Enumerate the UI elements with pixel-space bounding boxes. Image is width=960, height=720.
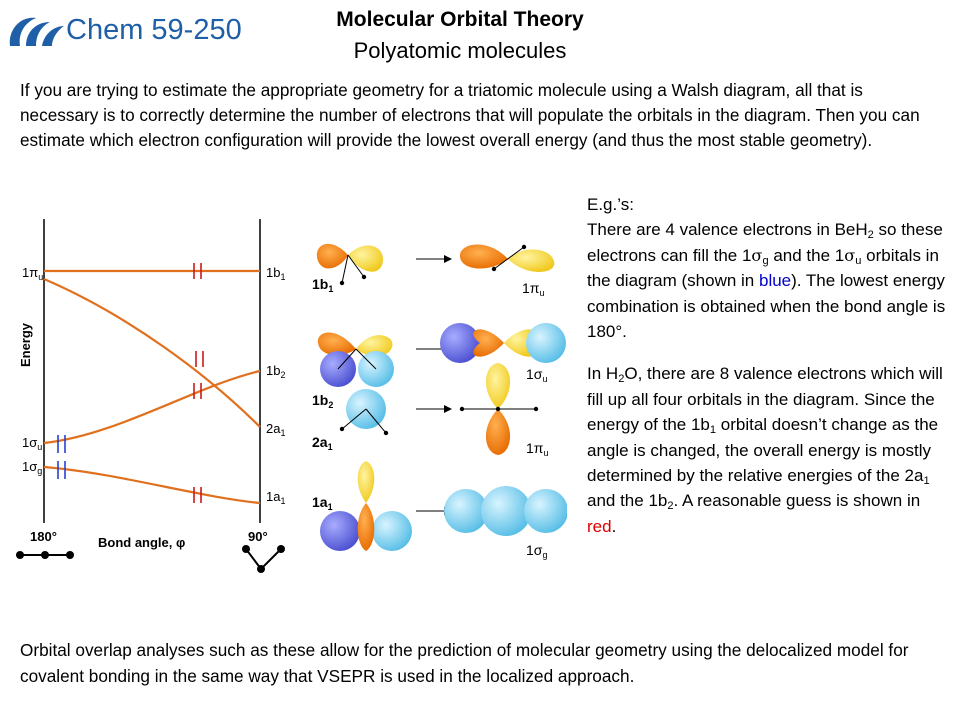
label-1b1-right: 1b1: [266, 265, 285, 282]
orbital-correlation-figure: 1b1 1πu 1σu 1b2 2a1 1πu: [312, 243, 567, 560]
orbital-curves: [43, 269, 261, 505]
label-1pi-u-left: 1πu: [22, 265, 43, 282]
curve-sigma-u-b2: [43, 369, 261, 445]
orbital-label-1a1: 1a1: [312, 494, 333, 512]
label-1b2-right: 1b2: [266, 363, 285, 380]
energy-axis-label: Energy: [18, 322, 33, 367]
orbital-label-1pi-u-mid: 1πu: [526, 440, 548, 458]
red-electron-marks: [193, 263, 204, 503]
orbital-row-1b1: 1b1 1πu: [312, 243, 555, 298]
curve-pi-u-a1: [43, 277, 261, 428]
blue-highlight: blue: [758, 271, 792, 291]
label-1a1-right: 1a1: [266, 489, 285, 506]
beh2-paragraph: There are 4 valence electrons in BeH2 so…: [587, 220, 946, 342]
page-title: Molecular Orbital Theory: [336, 8, 584, 31]
label-2a1-right: 2a1: [266, 421, 285, 438]
label-1sigma-u-left: 1σu: [22, 435, 42, 452]
orbital-label-1sigma-g: 1σg: [526, 542, 547, 560]
examples-text: E.g.’s: There are 4 valence electrons in…: [587, 192, 952, 539]
orbital-row-1a1: 1a1 1σg: [312, 461, 567, 560]
red-highlight: red: [587, 516, 612, 536]
orbital-row-2a1: 1b2 2a1 1πu: [312, 363, 548, 458]
orbital-label-1sigma-u: 1σu: [526, 366, 547, 384]
orbital-label-1b1: 1b1: [312, 276, 333, 294]
examples-heading: E.g.’s:: [587, 195, 634, 214]
walsh-diagram: Energy 1πu 1σu 1σg 1b1 1b2 2a1 1a1 180° …: [16, 219, 285, 573]
curve-sigma-g-a1: [43, 465, 261, 505]
bent-molecule-icon: [242, 545, 285, 573]
blue-electron-marks: [57, 435, 66, 479]
intro-paragraph: If you are trying to estimate the approp…: [20, 80, 920, 150]
angle-90-label: 90°: [248, 529, 268, 544]
orbital-label-1pi-u-top: 1πu: [522, 280, 544, 298]
linear-molecule-icon: [16, 551, 74, 559]
course-code: Chem 59-250: [66, 14, 242, 46]
footer-paragraph: Orbital overlap analyses such as these a…: [20, 640, 909, 686]
bond-angle-label: Bond angle, φ: [98, 535, 185, 550]
angle-180-label: 180°: [30, 529, 57, 544]
orbital-label-1b2: 1b2: [312, 392, 333, 410]
h2o-paragraph: In H2O, there are 8 valence electrons wh…: [587, 364, 943, 536]
page-subtitle: Polyatomic molecules: [353, 38, 567, 63]
university-logo: [9, 17, 64, 46]
orbital-label-2a1: 2a1: [312, 434, 333, 452]
orbital-row-1b2: 1σu: [317, 323, 566, 387]
label-1sigma-g-left: 1σg: [22, 459, 42, 476]
